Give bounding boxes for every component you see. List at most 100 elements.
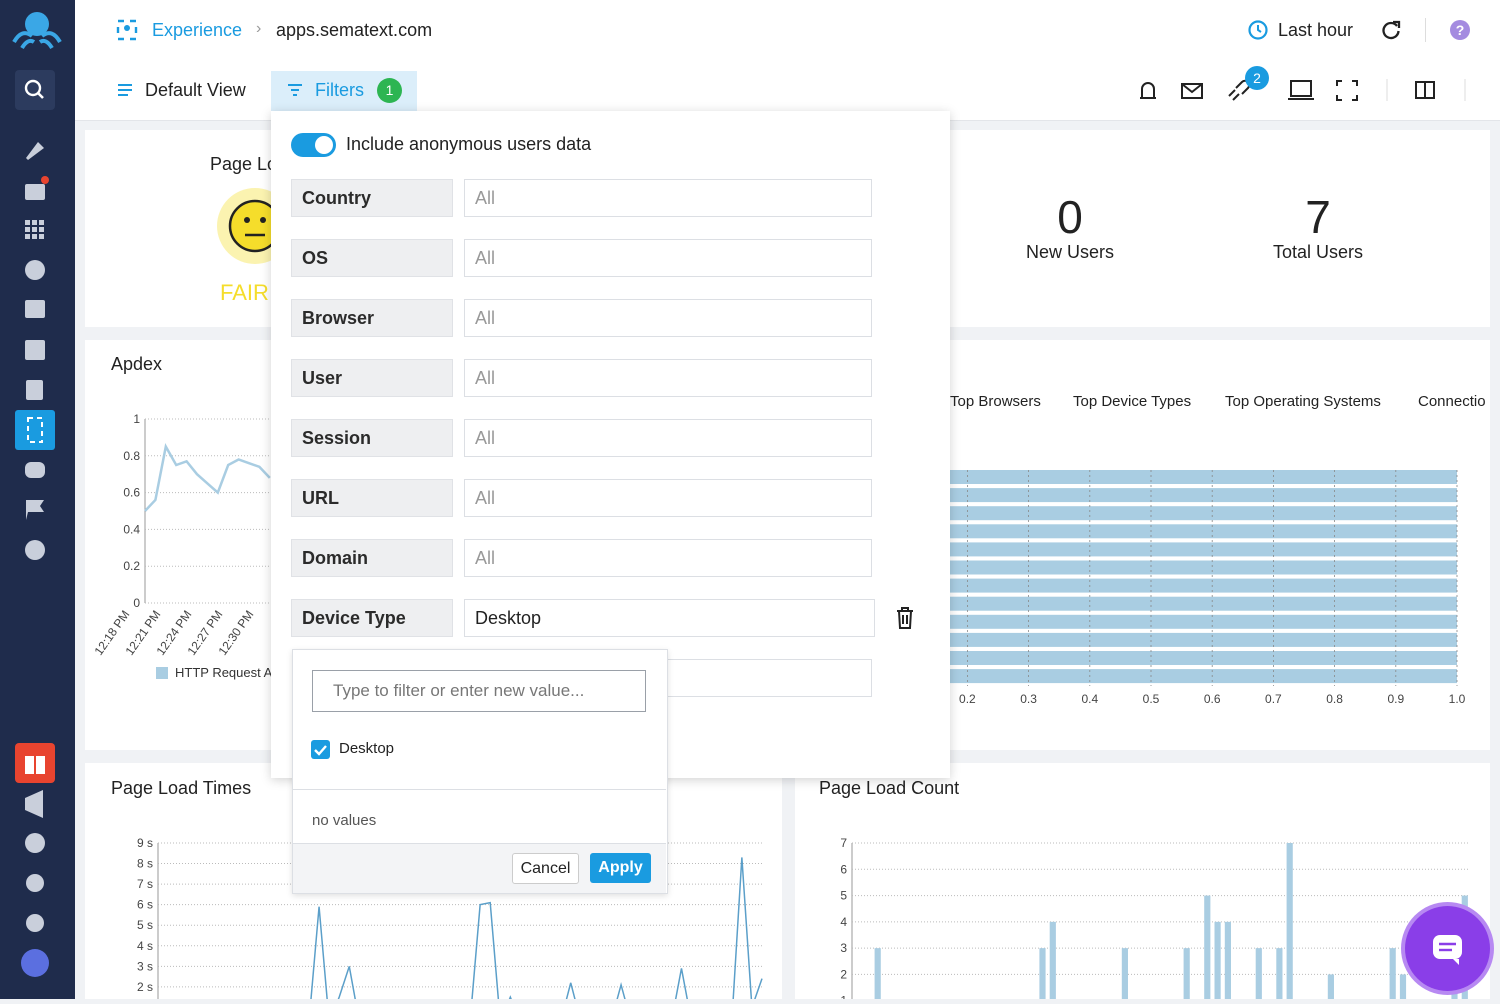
filter-label: User bbox=[291, 359, 453, 397]
help-button[interactable]: ? bbox=[1449, 19, 1471, 41]
new-users-value: 0 bbox=[1057, 191, 1083, 243]
filter-value-input[interactable]: Desktop bbox=[464, 599, 875, 637]
bar bbox=[1049, 921, 1056, 999]
y-tick-label: 2 s bbox=[137, 980, 153, 994]
nav-icon[interactable] bbox=[26, 142, 44, 160]
anonymous-toggle[interactable] bbox=[291, 133, 336, 157]
value-search-input[interactable]: Type to filter or enter new value... bbox=[312, 670, 646, 712]
y-tick-label: 5 bbox=[840, 889, 847, 903]
breadcrumb-app-name[interactable]: apps.sematext.com bbox=[276, 20, 433, 40]
bar bbox=[845, 632, 1457, 647]
breadcrumb-separator: › bbox=[256, 20, 262, 37]
nav-icon[interactable] bbox=[25, 300, 45, 318]
y-tick-label: 0.2 bbox=[123, 559, 140, 573]
legend-swatch bbox=[156, 667, 168, 679]
divider bbox=[1425, 18, 1426, 42]
filter-label: Device Type bbox=[291, 599, 453, 637]
time-range[interactable]: Last hour bbox=[1278, 20, 1354, 40]
bar bbox=[845, 560, 1457, 575]
account-avatar[interactable] bbox=[21, 949, 49, 977]
page-load-count-title: Page Load Count bbox=[819, 778, 960, 798]
breakdown-tab[interactable]: Top Device Types bbox=[1073, 393, 1192, 410]
bar bbox=[1224, 921, 1231, 999]
nav-icon[interactable] bbox=[25, 184, 45, 200]
y-tick-label: 4 bbox=[840, 915, 847, 929]
delete-filter-button[interactable] bbox=[894, 606, 916, 630]
y-tick-label: 0.6 bbox=[123, 486, 140, 500]
filter-label: OS bbox=[291, 239, 453, 277]
dropdown-divider bbox=[293, 789, 666, 790]
total-users-label: Total Users bbox=[1272, 242, 1364, 262]
chat-button[interactable] bbox=[1405, 906, 1490, 991]
nav-icon[interactable] bbox=[25, 462, 45, 478]
anonymous-toggle-label: Include anonymous users data bbox=[346, 134, 592, 154]
y-tick-label: 2 bbox=[840, 967, 847, 981]
page-load-title: Page Lo bbox=[210, 154, 278, 174]
breadcrumb-app-type[interactable]: Experience bbox=[152, 20, 243, 40]
y-tick-label: 0.8 bbox=[123, 449, 140, 463]
bar bbox=[1327, 974, 1334, 999]
y-tick-label: 1 bbox=[133, 412, 140, 426]
filters-count-badge: 1 bbox=[377, 78, 402, 103]
nav-icon[interactable] bbox=[25, 540, 45, 560]
option-checkbox[interactable] bbox=[311, 740, 330, 759]
alert-button[interactable] bbox=[1140, 82, 1156, 99]
breakdown-tab[interactable]: Top Browsers bbox=[950, 393, 1041, 410]
filters-label[interactable]: Filters bbox=[315, 80, 364, 100]
mail-button[interactable] bbox=[1181, 83, 1203, 99]
apply-button[interactable]: Apply bbox=[590, 853, 651, 883]
filter-value-input[interactable]: All bbox=[464, 539, 872, 577]
nav-icon[interactable] bbox=[26, 380, 43, 400]
active-nav[interactable] bbox=[15, 410, 55, 450]
nav-icon[interactable] bbox=[25, 260, 45, 280]
view-selector[interactable]: Default View bbox=[145, 80, 246, 100]
sidebar bbox=[0, 0, 75, 999]
bar bbox=[1204, 895, 1211, 999]
nav-icon[interactable] bbox=[25, 833, 45, 853]
embed-button[interactable] bbox=[1290, 80, 1312, 97]
x-tick-label: 0.4 bbox=[1081, 692, 1098, 706]
nav-icon[interactable] bbox=[26, 500, 44, 520]
empty-message: no values bbox=[312, 812, 377, 829]
filter-value-input[interactable]: All bbox=[464, 239, 872, 277]
sidebar-icons bbox=[12, 12, 62, 977]
bar bbox=[1214, 921, 1221, 999]
filter-label: URL bbox=[291, 479, 453, 517]
cancel-button[interactable]: Cancel bbox=[512, 853, 579, 884]
bar bbox=[845, 506, 1457, 521]
filter-value-input[interactable]: All bbox=[464, 479, 872, 517]
filter-value-input[interactable]: All bbox=[464, 359, 872, 397]
filter-label: Domain bbox=[291, 539, 453, 577]
bar bbox=[1389, 948, 1396, 999]
y-tick-label: 6 s bbox=[137, 898, 153, 912]
breakdown-tab[interactable]: Connectio bbox=[1418, 393, 1486, 410]
bar bbox=[1399, 974, 1407, 999]
refresh-button[interactable] bbox=[1380, 19, 1402, 41]
fullscreen-button[interactable] bbox=[1336, 80, 1358, 101]
nav-icon[interactable] bbox=[26, 874, 44, 892]
bar bbox=[1276, 948, 1283, 999]
svg-text:?: ? bbox=[1456, 22, 1465, 38]
experience-icon bbox=[116, 19, 138, 41]
apdex-title: Apdex bbox=[111, 354, 163, 374]
links-count-badge: 2 bbox=[1245, 66, 1269, 90]
bar bbox=[1255, 948, 1262, 999]
filter-value-input[interactable]: All bbox=[464, 299, 872, 337]
y-tick-label: 6 bbox=[840, 862, 847, 876]
filter-value-input[interactable]: All bbox=[464, 419, 872, 457]
y-tick-label: 9 s bbox=[137, 836, 153, 850]
nav-icon[interactable] bbox=[25, 220, 44, 239]
breakdown-tab[interactable]: Top Operating Systems bbox=[1225, 393, 1381, 410]
nav-icon[interactable] bbox=[25, 790, 43, 818]
nav-icon[interactable] bbox=[26, 914, 44, 932]
nav-icon[interactable] bbox=[25, 340, 45, 360]
search-button[interactable] bbox=[15, 70, 55, 110]
legend-label: HTTP Request A bbox=[175, 665, 273, 680]
y-tick-label: 0.4 bbox=[123, 522, 140, 536]
option-label[interactable]: Desktop bbox=[339, 740, 395, 757]
bar bbox=[874, 948, 881, 999]
filter-value-input[interactable]: All bbox=[464, 179, 872, 217]
filter-label: Browser bbox=[291, 299, 453, 337]
x-tick-label: 0.6 bbox=[1204, 692, 1221, 706]
total-users-value: 7 bbox=[1305, 191, 1331, 243]
